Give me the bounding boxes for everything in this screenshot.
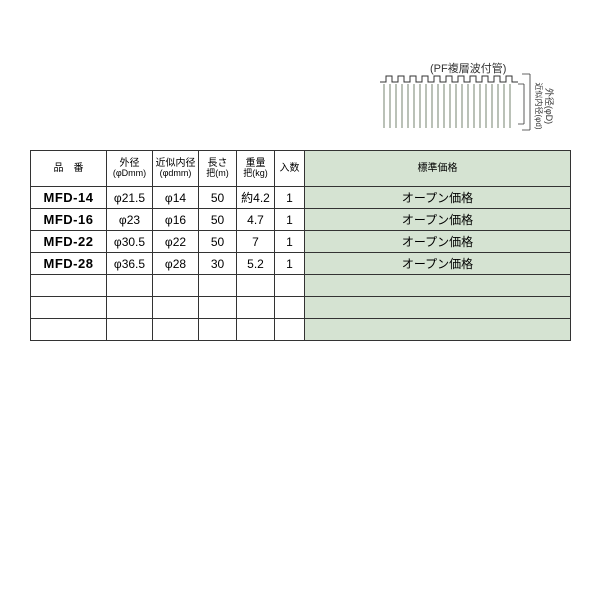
cell-len: 30 (199, 253, 237, 275)
cell-blank (305, 319, 571, 341)
header-price: 標準価格 (305, 151, 571, 187)
header-od: 外径(φDmm) (107, 151, 153, 187)
cell-od: φ21.5 (107, 187, 153, 209)
table-row-blank (31, 319, 571, 341)
cell-qty: 1 (275, 231, 305, 253)
table-row-blank (31, 275, 571, 297)
cell-blank (107, 297, 153, 319)
cell-qty: 1 (275, 253, 305, 275)
cell-blank (153, 297, 199, 319)
cell-blank (199, 319, 237, 341)
cell-blank (31, 297, 107, 319)
cell-qty: 1 (275, 187, 305, 209)
cell-blank (31, 275, 107, 297)
table-row-blank (31, 297, 571, 319)
header-part: 品 番 (31, 151, 107, 187)
cell-blank (31, 319, 107, 341)
header-id: 近似内径(φdmm) (153, 151, 199, 187)
cell-blank (275, 275, 305, 297)
cell-qty: 1 (275, 209, 305, 231)
cell-blank (199, 275, 237, 297)
cell-part: MFD-16 (31, 209, 107, 231)
cell-blank (153, 275, 199, 297)
cell-price: オープン価格 (305, 187, 571, 209)
cell-blank (199, 297, 237, 319)
diagram-caption: (PF複層波付管) (430, 60, 506, 76)
cell-part: MFD-22 (31, 231, 107, 253)
cell-blank (305, 297, 571, 319)
cell-id: φ28 (153, 253, 199, 275)
cell-price: オープン価格 (305, 209, 571, 231)
header-qty: 入数 (275, 151, 305, 187)
cell-blank (107, 275, 153, 297)
cell-wt: 7 (237, 231, 275, 253)
cell-price: オープン価格 (305, 253, 571, 275)
cell-len: 50 (199, 187, 237, 209)
cell-blank (237, 319, 275, 341)
cell-od: φ30.5 (107, 231, 153, 253)
svg-text:近似内径(φd): 近似内径(φd) (534, 83, 544, 130)
cell-id: φ16 (153, 209, 199, 231)
header-row: 品 番 外径(φDmm) 近似内径(φdmm) 長さ把(m) 重量把(kg) 入… (31, 151, 571, 187)
cell-part: MFD-28 (31, 253, 107, 275)
cell-od: φ23 (107, 209, 153, 231)
table-row: MFD-22φ30.5φ225071オープン価格 (31, 231, 571, 253)
header-len: 長さ把(m) (199, 151, 237, 187)
spec-table: 品 番 外径(φDmm) 近似内径(φdmm) 長さ把(m) 重量把(kg) 入… (30, 150, 571, 341)
header-wt: 重量把(kg) (237, 151, 275, 187)
cell-blank (275, 297, 305, 319)
table-row: MFD-14φ21.5φ1450約4.21オープン価格 (31, 187, 571, 209)
cell-wt: 4.7 (237, 209, 275, 231)
table-row: MFD-28φ36.5φ28305.21オープン価格 (31, 253, 571, 275)
cell-id: φ22 (153, 231, 199, 253)
cell-wt: 5.2 (237, 253, 275, 275)
cell-len: 50 (199, 209, 237, 231)
cell-od: φ36.5 (107, 253, 153, 275)
cell-id: φ14 (153, 187, 199, 209)
cell-blank (305, 275, 571, 297)
cell-blank (107, 319, 153, 341)
cell-blank (237, 297, 275, 319)
cell-part: MFD-14 (31, 187, 107, 209)
conduit-diagram: (PF複層波付管) (370, 60, 570, 145)
svg-text:外径(φD): 外径(φD) (544, 88, 555, 124)
cell-len: 50 (199, 231, 237, 253)
cell-blank (153, 319, 199, 341)
table-row: MFD-16φ23φ16504.71オープン価格 (31, 209, 571, 231)
cell-price: オープン価格 (305, 231, 571, 253)
cell-blank (237, 275, 275, 297)
cell-blank (275, 319, 305, 341)
cell-wt: 約4.2 (237, 187, 275, 209)
